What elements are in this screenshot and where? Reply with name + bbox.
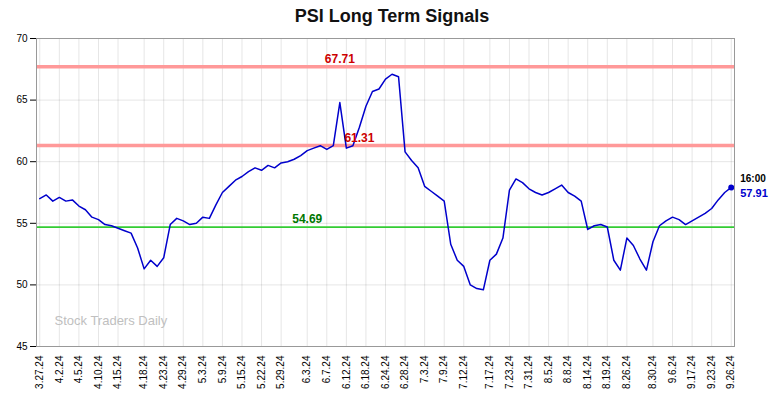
- svg-text:6.7.24: 6.7.24: [321, 355, 332, 383]
- svg-text:54.69: 54.69: [292, 212, 322, 226]
- svg-text:5.15.24: 5.15.24: [236, 355, 247, 389]
- svg-text:6.28.24: 6.28.24: [399, 355, 410, 389]
- svg-text:4.29.24: 4.29.24: [177, 355, 188, 389]
- svg-text:4.5.24: 4.5.24: [73, 355, 84, 383]
- svg-text:6.24.24: 6.24.24: [380, 355, 391, 389]
- svg-text:8.8.24: 8.8.24: [562, 355, 573, 383]
- svg-text:6.18.24: 6.18.24: [360, 355, 371, 389]
- svg-text:5.3.24: 5.3.24: [197, 355, 208, 383]
- svg-text:8.30.24: 8.30.24: [647, 355, 658, 389]
- svg-text:3.27.24: 3.27.24: [34, 355, 45, 389]
- html-text:PSI Long Term Signals: PSI Long Term Signals: [294, 6, 490, 26]
- svg-text:16:00: 16:00: [740, 173, 766, 184]
- svg-text:6.12.24: 6.12.24: [341, 355, 352, 389]
- svg-text:8.14.24: 8.14.24: [582, 355, 593, 389]
- svg-text:8.19.24: 8.19.24: [601, 355, 612, 389]
- svg-text:4.18.24: 4.18.24: [138, 355, 149, 389]
- svg-text:4.2.24: 4.2.24: [54, 355, 65, 383]
- svg-text:9.17.24: 9.17.24: [686, 355, 697, 389]
- svg-text:9.23.24: 9.23.24: [706, 355, 717, 389]
- svg-text:45: 45: [16, 341, 28, 352]
- svg-text:4.15.24: 4.15.24: [112, 355, 123, 389]
- svg-text:67.71: 67.71: [325, 52, 355, 66]
- svg-text:7.3.24: 7.3.24: [419, 355, 430, 383]
- svg-text:7.9.24: 7.9.24: [438, 355, 449, 383]
- svg-text:5.22.24: 5.22.24: [256, 355, 267, 389]
- svg-text:5.29.24: 5.29.24: [275, 355, 286, 389]
- svg-text:4.10.24: 4.10.24: [93, 355, 104, 389]
- svg-text:7.17.24: 7.17.24: [484, 355, 495, 389]
- svg-text:6.3.24: 6.3.24: [301, 355, 312, 383]
- svg-text:7.31.24: 7.31.24: [523, 355, 534, 389]
- svg-text:70: 70: [16, 33, 28, 44]
- svg-text:9.6.24: 9.6.24: [667, 355, 678, 383]
- svg-text:7.12.24: 7.12.24: [458, 355, 469, 389]
- svg-text:5.9.24: 5.9.24: [217, 355, 228, 383]
- svg-text:57.91: 57.91: [740, 187, 768, 199]
- svg-text:4.23.24: 4.23.24: [158, 355, 169, 389]
- svg-text:65: 65: [16, 94, 28, 105]
- svg-text:61.31: 61.31: [344, 131, 374, 145]
- svg-text:60: 60: [16, 156, 28, 167]
- svg-text:Stock Traders Daily: Stock Traders Daily: [55, 313, 168, 328]
- svg-text:55: 55: [16, 218, 28, 229]
- svg-text:8.5.24: 8.5.24: [543, 355, 554, 383]
- svg-text:50: 50: [16, 279, 28, 290]
- svg-text:7.23.24: 7.23.24: [504, 355, 515, 389]
- svg-text:8.26.24: 8.26.24: [621, 355, 632, 389]
- svg-text:9.26.24: 9.26.24: [725, 355, 736, 389]
